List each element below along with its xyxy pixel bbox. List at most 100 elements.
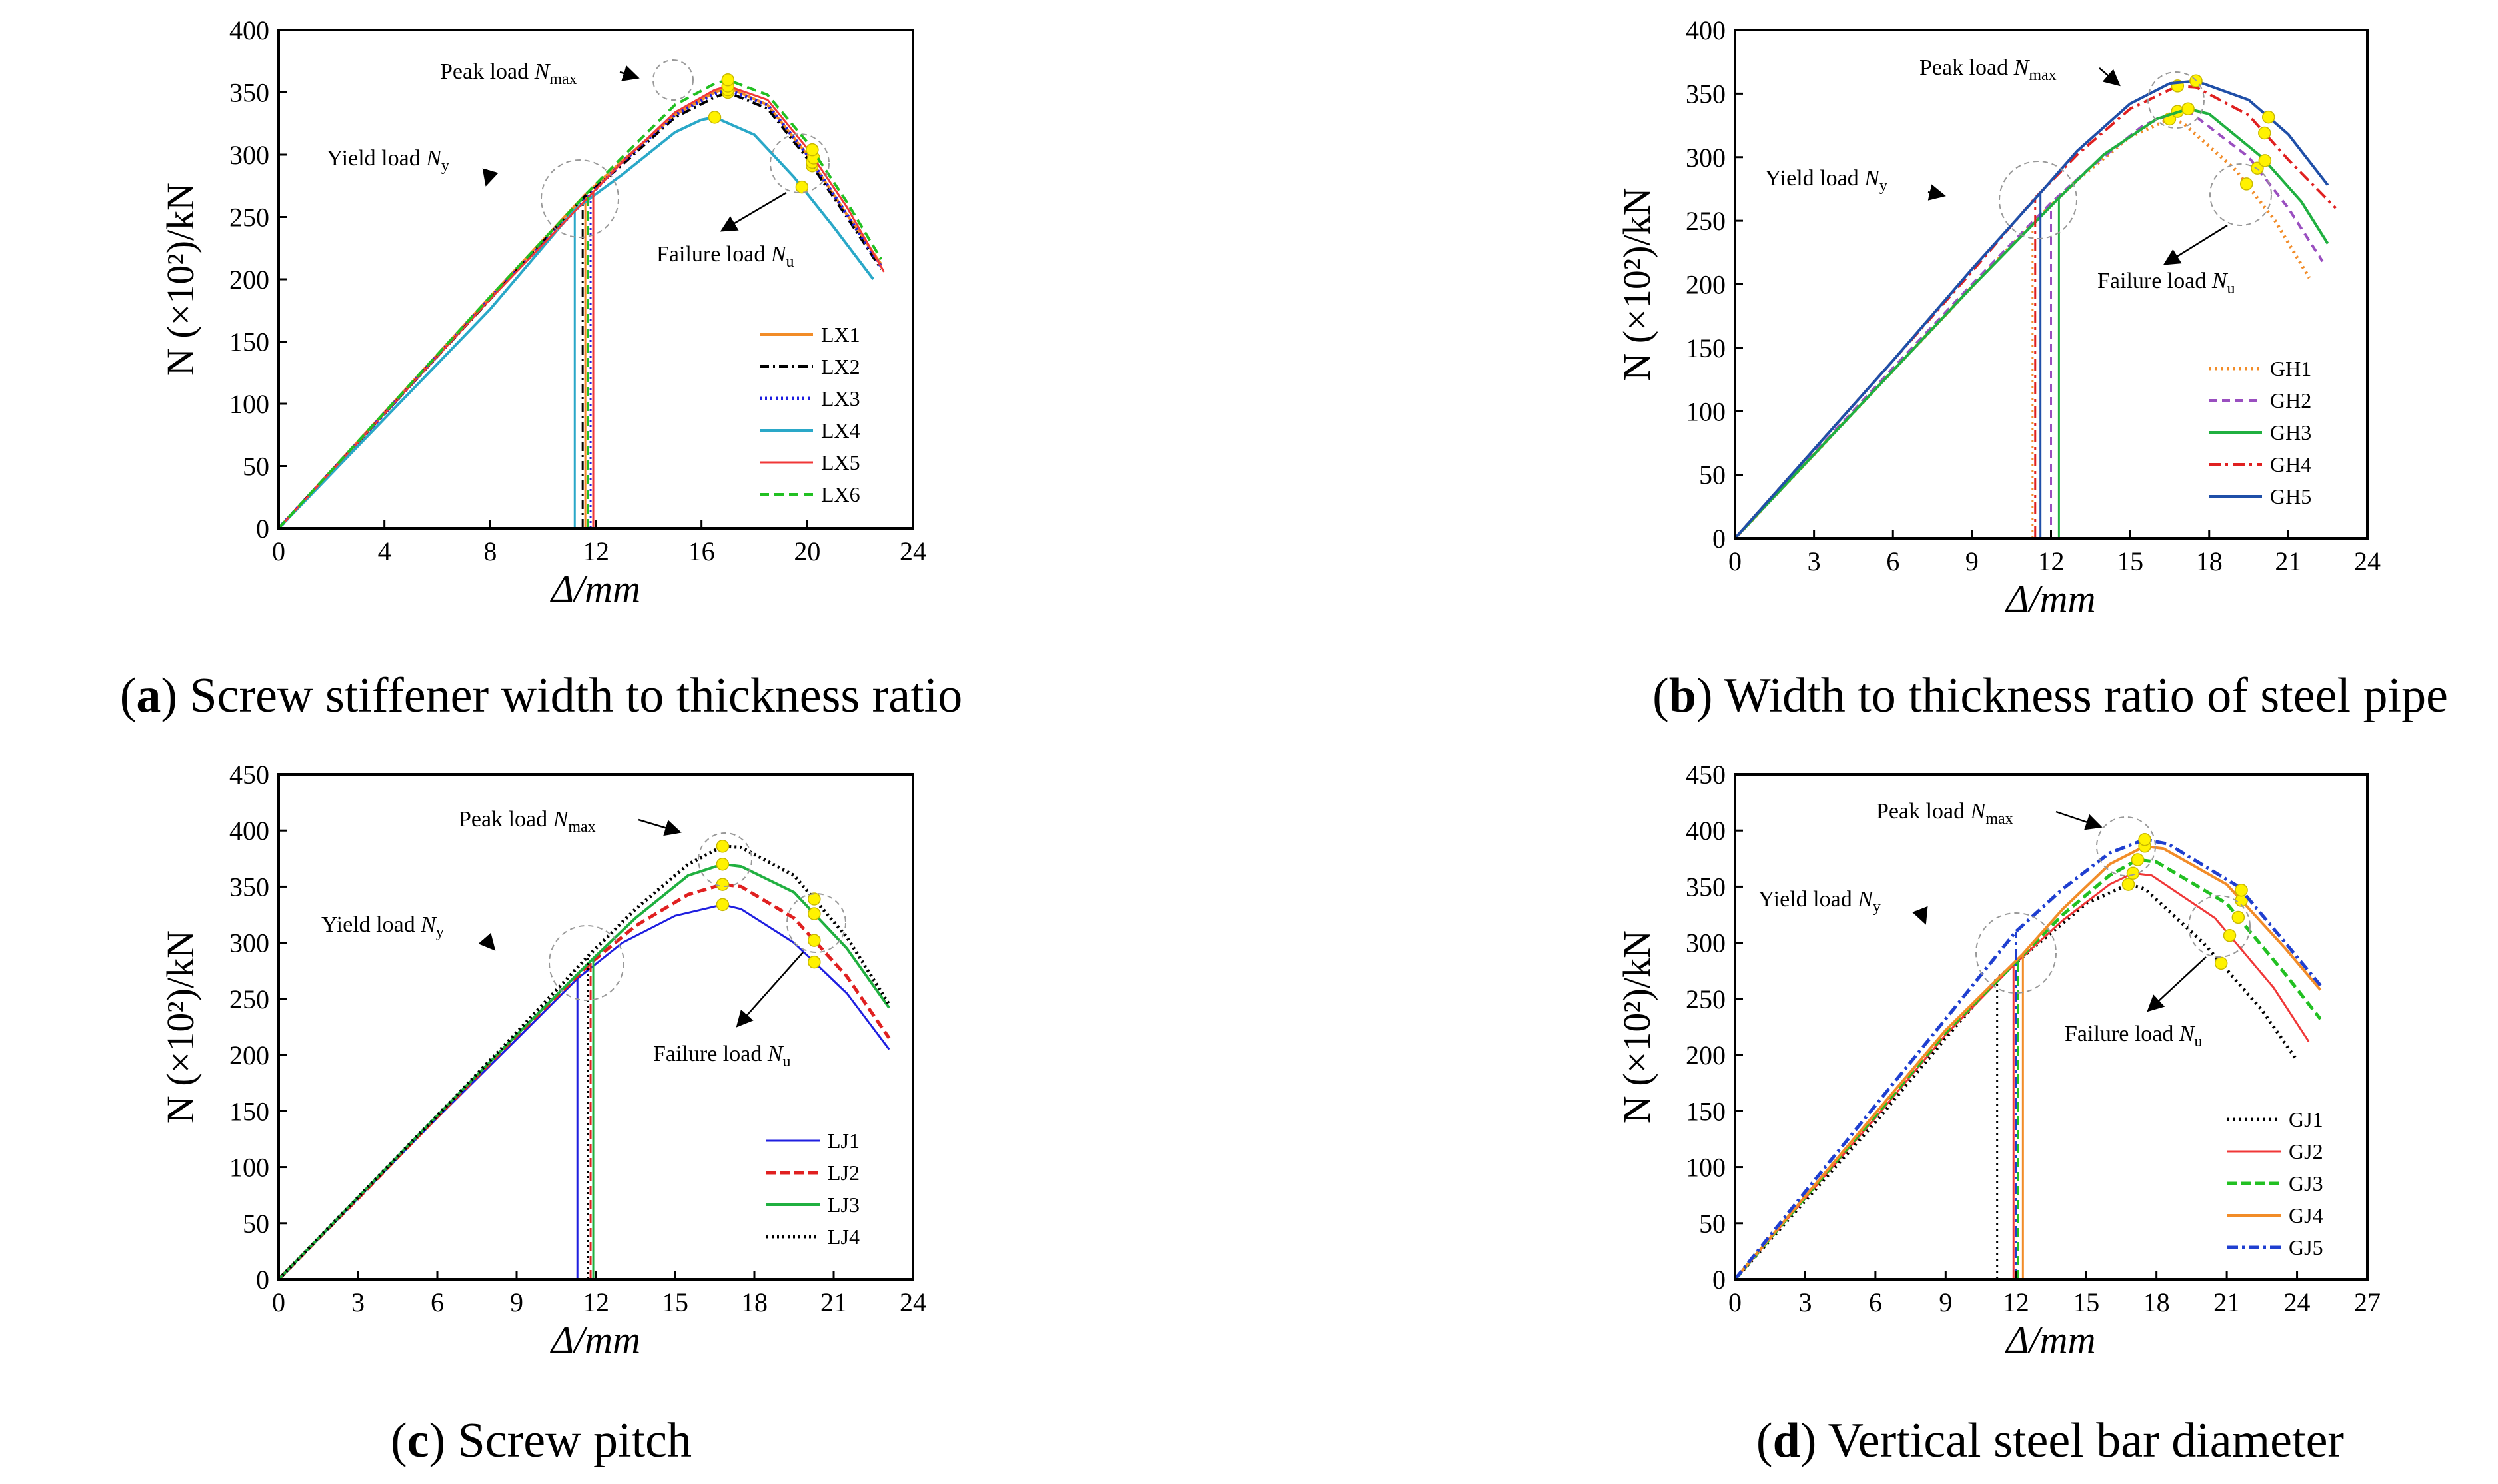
- y-axis-label: N (×10²)/kN: [1615, 187, 1658, 380]
- legend-label-LX1: LX1: [821, 323, 860, 347]
- x-tick-label: 16: [688, 536, 715, 566]
- peak-load-annotation: Peak load Nmax: [459, 807, 596, 836]
- yield-arrow: [478, 932, 496, 951]
- y-tick-label: 450: [1686, 760, 1726, 790]
- y-tick-label: 250: [229, 984, 269, 1014]
- y-tick-label: 150: [1686, 1096, 1726, 1126]
- y-tick-label: 350: [229, 872, 269, 902]
- plot-area: [1735, 832, 2322, 1279]
- x-tick-label: 8: [483, 536, 497, 566]
- failure-marker-LX6: [806, 143, 819, 157]
- legend-label-LX3: LX3: [821, 386, 860, 410]
- plot-area: [279, 73, 885, 528]
- x-tick-label: 9: [510, 1287, 523, 1317]
- legend-label-GH1: GH1: [2270, 357, 2311, 380]
- x-tick-label: 21: [820, 1287, 847, 1317]
- peak-highlight-circle: [698, 832, 752, 887]
- peak-marker-LJ4: [716, 840, 730, 853]
- peak-arrow: [2055, 810, 2103, 830]
- plot-frame: [277, 29, 914, 530]
- y-tick-label: 200: [1686, 1040, 1726, 1070]
- legend-label-LX2: LX2: [821, 355, 860, 378]
- x-tick-label: 9: [1939, 1287, 1952, 1317]
- caption-b: (b) Width to thickness ratio of steel pi…: [1652, 668, 2448, 723]
- failure-marker-GH1: [2239, 177, 2253, 191]
- peak-marker-GJ5: [2138, 832, 2151, 846]
- x-tick-label: 0: [1728, 546, 1742, 576]
- x-tick-label: 3: [351, 1287, 365, 1317]
- failure-load-annotation: Failure load Nu: [653, 1042, 791, 1070]
- legend-label-GJ5: GJ5: [2289, 1235, 2323, 1259]
- yield-highlight-circle: [541, 159, 619, 238]
- y-tick-label: 0: [1712, 1265, 1726, 1295]
- y-tick-label: 200: [229, 265, 269, 295]
- failure-marker-GH5: [2261, 110, 2275, 124]
- yield-arrow: [1927, 184, 1946, 201]
- x-tick-label: 3: [1798, 1287, 1812, 1317]
- x-tick-label: 6: [431, 1287, 444, 1317]
- failure-marker-LJ1: [808, 955, 821, 969]
- peak-marker-LJ2: [716, 878, 730, 891]
- y-tick-label: 100: [1686, 1153, 1726, 1183]
- x-tick-label: 24: [2284, 1287, 2311, 1317]
- x-axis-label: Δ/mm: [550, 567, 640, 610]
- y-tick-label: 300: [229, 928, 269, 958]
- series-line-GH5: [1735, 79, 2329, 538]
- x-tick-label: 15: [2117, 546, 2143, 576]
- x-tick-label: 0: [272, 536, 285, 566]
- legend-label-LJ4: LJ4: [828, 1225, 860, 1249]
- yield-highlight-circle: [549, 925, 624, 1001]
- legend-label-LX5: LX5: [821, 450, 860, 474]
- y-tick-label: 150: [229, 1096, 269, 1126]
- y-tick-label: 150: [1686, 333, 1726, 363]
- y-tick-label: 200: [229, 1040, 269, 1070]
- x-tick-label: 21: [2275, 546, 2301, 576]
- y-tick-label: 50: [243, 1209, 269, 1239]
- series-line-LX4: [279, 115, 875, 528]
- y-tick-label: 100: [229, 1153, 269, 1183]
- peak-marker-LJ1: [716, 898, 730, 912]
- x-tick-label: 12: [2038, 546, 2065, 576]
- failure-marker-GH4: [2258, 126, 2271, 140]
- legend-label-LJ2: LJ2: [828, 1161, 860, 1185]
- series-line-LJ1: [279, 903, 890, 1279]
- y-tick-label: 400: [229, 816, 269, 846]
- failure-marker-LJ4: [808, 892, 821, 906]
- x-tick-label: 12: [583, 1287, 609, 1317]
- peak-marker-GJ2: [2126, 866, 2140, 880]
- x-tick-label: 20: [794, 536, 820, 566]
- x-tick-label: 0: [1728, 1287, 1742, 1317]
- failure-highlight-circle: [2188, 895, 2251, 958]
- yield-arrow: [1912, 906, 1928, 925]
- peak-highlight-circle: [652, 59, 694, 101]
- failure-highlight-circle: [770, 133, 830, 193]
- y-tick-label: 400: [1686, 816, 1726, 846]
- y-tick-label: 250: [229, 203, 269, 233]
- x-tick-label: 0: [272, 1287, 285, 1317]
- y-tick-label: 250: [1686, 206, 1726, 236]
- peak-arrow: [2099, 67, 2121, 87]
- x-tick-label: 15: [662, 1287, 688, 1317]
- x-tick-label: 18: [741, 1287, 768, 1317]
- failure-load-annotation: Failure load Nu: [656, 242, 794, 271]
- failure-marker-LX4: [795, 180, 809, 194]
- x-tick-label: 18: [2196, 546, 2223, 576]
- y-tick-label: 100: [229, 389, 269, 419]
- x-axis-label: Δ/mm: [2005, 1318, 2096, 1361]
- y-tick-label: 0: [256, 514, 269, 544]
- peak-marker-LX4: [708, 111, 722, 124]
- legend-label-LX4: LX4: [821, 418, 860, 442]
- failure-load-annotation: Failure load Nu: [2065, 1022, 2203, 1050]
- failure-highlight-circle: [2209, 163, 2272, 226]
- failure-arrow: [720, 191, 787, 232]
- y-tick-label: 50: [1699, 1209, 1726, 1239]
- y-tick-label: 50: [1699, 460, 1726, 490]
- failure-marker-GJ2: [2223, 928, 2237, 942]
- plot-frame: [1734, 773, 2369, 1281]
- y-tick-label: 350: [1686, 872, 1726, 902]
- plot-area: [279, 840, 891, 1279]
- y-tick-label: 300: [229, 140, 269, 170]
- failure-marker-LJ2: [808, 934, 821, 947]
- peak-highlight-circle: [2147, 71, 2205, 129]
